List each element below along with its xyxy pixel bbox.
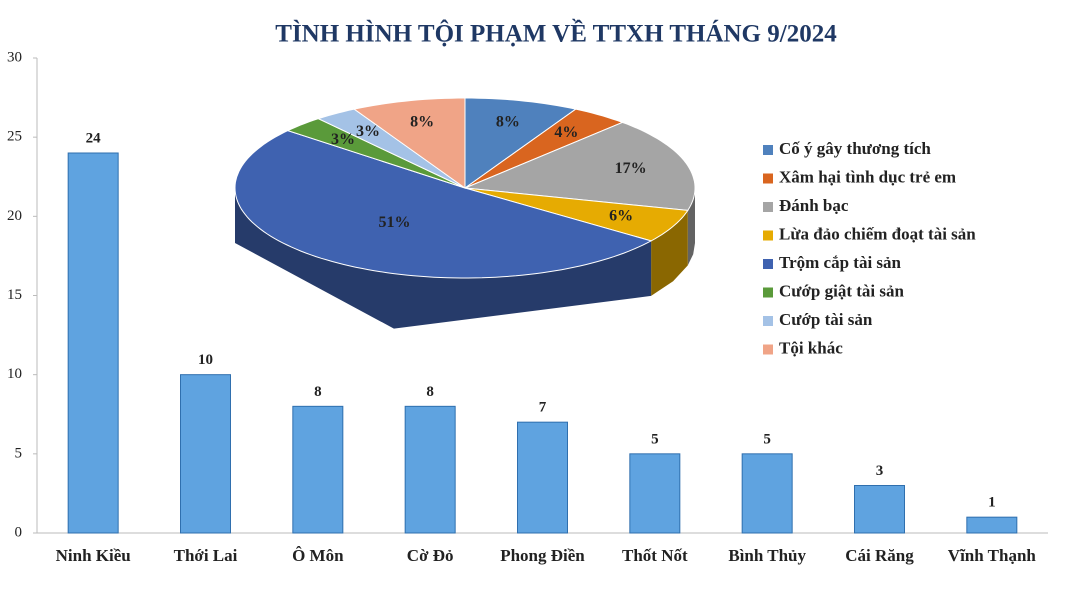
bar — [404, 405, 456, 534]
pie-slice — [464, 121, 696, 211]
bar — [741, 453, 793, 534]
chart-title: TÌNH HÌNH TỘI PHẠM VỀ TTXH THÁNG 9/2024 — [275, 19, 837, 48]
data-label: 6% — [609, 207, 633, 224]
data-label: 1 — [988, 495, 996, 511]
x-tick-label: Ninh Kiều — [56, 546, 131, 565]
legend-swatch — [763, 287, 773, 298]
legend-label: Cố ý gây thương tích — [779, 139, 931, 158]
x-tick-label: Thốt Nốt — [622, 546, 688, 565]
y-tick-label: 25 — [7, 129, 22, 145]
pie-slice — [286, 118, 466, 189]
legend-label: Tội khác — [779, 338, 843, 357]
bar — [180, 374, 231, 534]
x-tick-label: Thới Lai — [174, 546, 238, 565]
pie-slice — [352, 97, 466, 189]
x-tick-label: Cái Răng — [845, 546, 914, 565]
legend-label: Trộm cắp tài sản — [779, 253, 902, 272]
bar — [966, 516, 1018, 534]
legend-label: Cướp giật tài sản — [779, 281, 904, 300]
data-label: 8% — [410, 113, 434, 130]
legend-swatch — [763, 230, 773, 241]
legend-label: Xâm hại tình dục trẻ em — [779, 167, 956, 186]
data-label: 8 — [426, 384, 434, 400]
bar — [292, 405, 344, 534]
pie-slice — [234, 130, 653, 279]
data-label: 4% — [554, 124, 578, 141]
data-label: 17% — [615, 160, 647, 177]
data-label: 3 — [876, 463, 884, 479]
data-label: 8 — [314, 384, 322, 400]
data-label: 51% — [379, 214, 411, 231]
legend-label: Lừa đảo chiếm đoạt tài sản — [779, 224, 976, 243]
x-tick-label: Bình Thủy — [728, 546, 806, 565]
y-tick-label: 0 — [15, 524, 23, 540]
bar — [67, 152, 119, 534]
x-tick-label: Ô Môn — [292, 546, 344, 565]
data-label: 3% — [356, 123, 380, 140]
data-label: 5 — [763, 431, 771, 447]
bar — [629, 453, 681, 534]
y-tick-label: 15 — [7, 287, 22, 303]
legend-label: Đánh bạc — [779, 196, 849, 215]
bar — [517, 421, 568, 534]
y-tick-label: 30 — [7, 49, 22, 65]
data-label: 8% — [496, 113, 520, 130]
y-tick-label: 5 — [15, 445, 23, 461]
legend-swatch — [763, 173, 773, 184]
legend-swatch — [763, 316, 773, 326]
x-tick-label: Cờ Đỏ — [407, 546, 454, 565]
pie-slice — [464, 97, 578, 189]
data-label: 7 — [539, 400, 547, 416]
data-label: 10 — [198, 352, 213, 368]
data-label: 3% — [331, 131, 355, 148]
legend-label: Cướp tài sản — [779, 310, 873, 329]
legend-swatch — [763, 259, 773, 269]
x-tick-label: Phong Điền — [500, 546, 585, 565]
legend-swatch — [763, 344, 773, 355]
pie-slice-side — [651, 210, 688, 296]
legend-swatch — [763, 202, 773, 212]
bar — [854, 485, 905, 534]
pie-slice — [464, 108, 624, 189]
pie-slice — [317, 108, 466, 189]
x-tick-label: Vĩnh Thạnh — [948, 546, 1037, 565]
data-label: 24 — [86, 130, 102, 146]
data-label: 5 — [651, 431, 659, 447]
y-tick-label: 10 — [7, 366, 22, 382]
pie-slice — [464, 187, 689, 242]
pie-slice-side — [235, 188, 652, 329]
legend-swatch — [763, 145, 773, 155]
y-tick-label: 20 — [7, 208, 22, 224]
